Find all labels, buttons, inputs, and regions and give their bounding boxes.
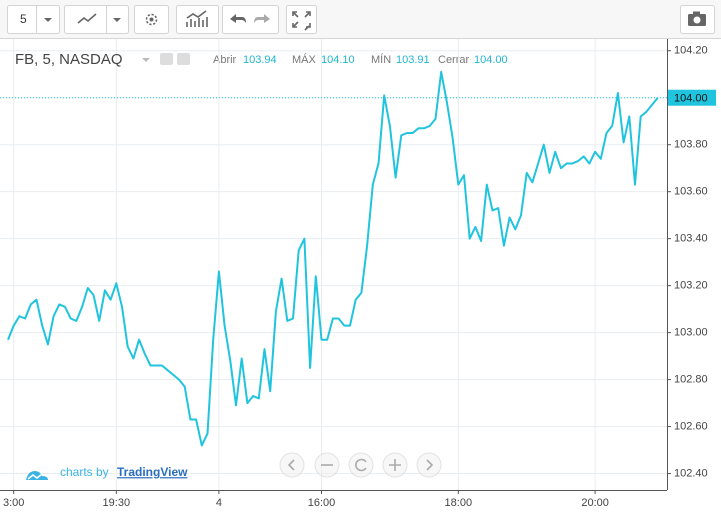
y-tick-label: 103.40 — [674, 233, 708, 245]
ohlc-label: Cerrar — [438, 54, 470, 66]
y-tick-label: 103.00 — [674, 327, 708, 339]
x-tick-label: 19:30 — [103, 497, 131, 509]
zoom-in-button[interactable] — [382, 452, 408, 478]
symbol-dropdown[interactable] — [142, 58, 150, 62]
ohlc-label: MÍN — [371, 53, 391, 66]
ohlc-value: 103.94 — [243, 54, 277, 66]
zoom-controls — [279, 452, 442, 478]
x-tick-label: 20:00 — [581, 497, 609, 509]
y-tick-label: 102.80 — [674, 374, 708, 386]
ohlc-label: Abrir — [213, 54, 237, 66]
y-tick-label: 103.60 — [674, 186, 708, 198]
ohlc-value: 103.91 — [396, 54, 430, 66]
screenshot-button[interactable] — [680, 5, 715, 34]
interval-button[interactable]: 5 — [7, 5, 60, 34]
ohlc-value: 104.10 — [321, 54, 355, 66]
x-tick-label: 3:00 — [3, 497, 24, 509]
interval-label: 5 — [20, 12, 27, 26]
settings-small-button[interactable] — [177, 53, 190, 65]
chart-style-button[interactable] — [64, 5, 129, 34]
last-price-label: 104.00 — [674, 93, 708, 105]
price-line — [7, 70, 659, 447]
hide-button[interactable] — [160, 53, 173, 65]
fullscreen-button[interactable] — [286, 5, 317, 34]
y-tick-label: 102.60 — [674, 420, 708, 432]
settings-button[interactable] — [134, 5, 169, 34]
y-tick-label: 103.80 — [674, 139, 708, 151]
scroll-left-button[interactable] — [279, 452, 305, 478]
y-tick-label: 103.20 — [674, 280, 708, 292]
chart-title: FB, 5, NASDAQ — [15, 51, 123, 68]
x-tick-label: 18:00 — [445, 497, 473, 509]
x-tick-label: 4 — [216, 497, 222, 509]
scroll-right-button[interactable] — [416, 452, 442, 478]
y-tick-label: 102.40 — [674, 467, 708, 479]
branding-link[interactable]: TradingView — [117, 465, 188, 479]
zoom-out-button[interactable] — [314, 452, 340, 478]
ohlc-label: MÁX — [292, 53, 317, 66]
last-price-tag — [668, 89, 716, 106]
x-tick-label: 16:00 — [308, 497, 336, 509]
y-tick-label: 104.20 — [674, 45, 708, 57]
undo-redo-buttons[interactable] — [222, 5, 279, 34]
reset-button[interactable] — [348, 452, 374, 478]
branding-prefix: charts by — [60, 465, 109, 479]
ohlc-value: 104.00 — [474, 54, 508, 66]
branding[interactable]: charts by TradingView — [26, 465, 188, 480]
indicators-button[interactable] — [176, 5, 219, 34]
